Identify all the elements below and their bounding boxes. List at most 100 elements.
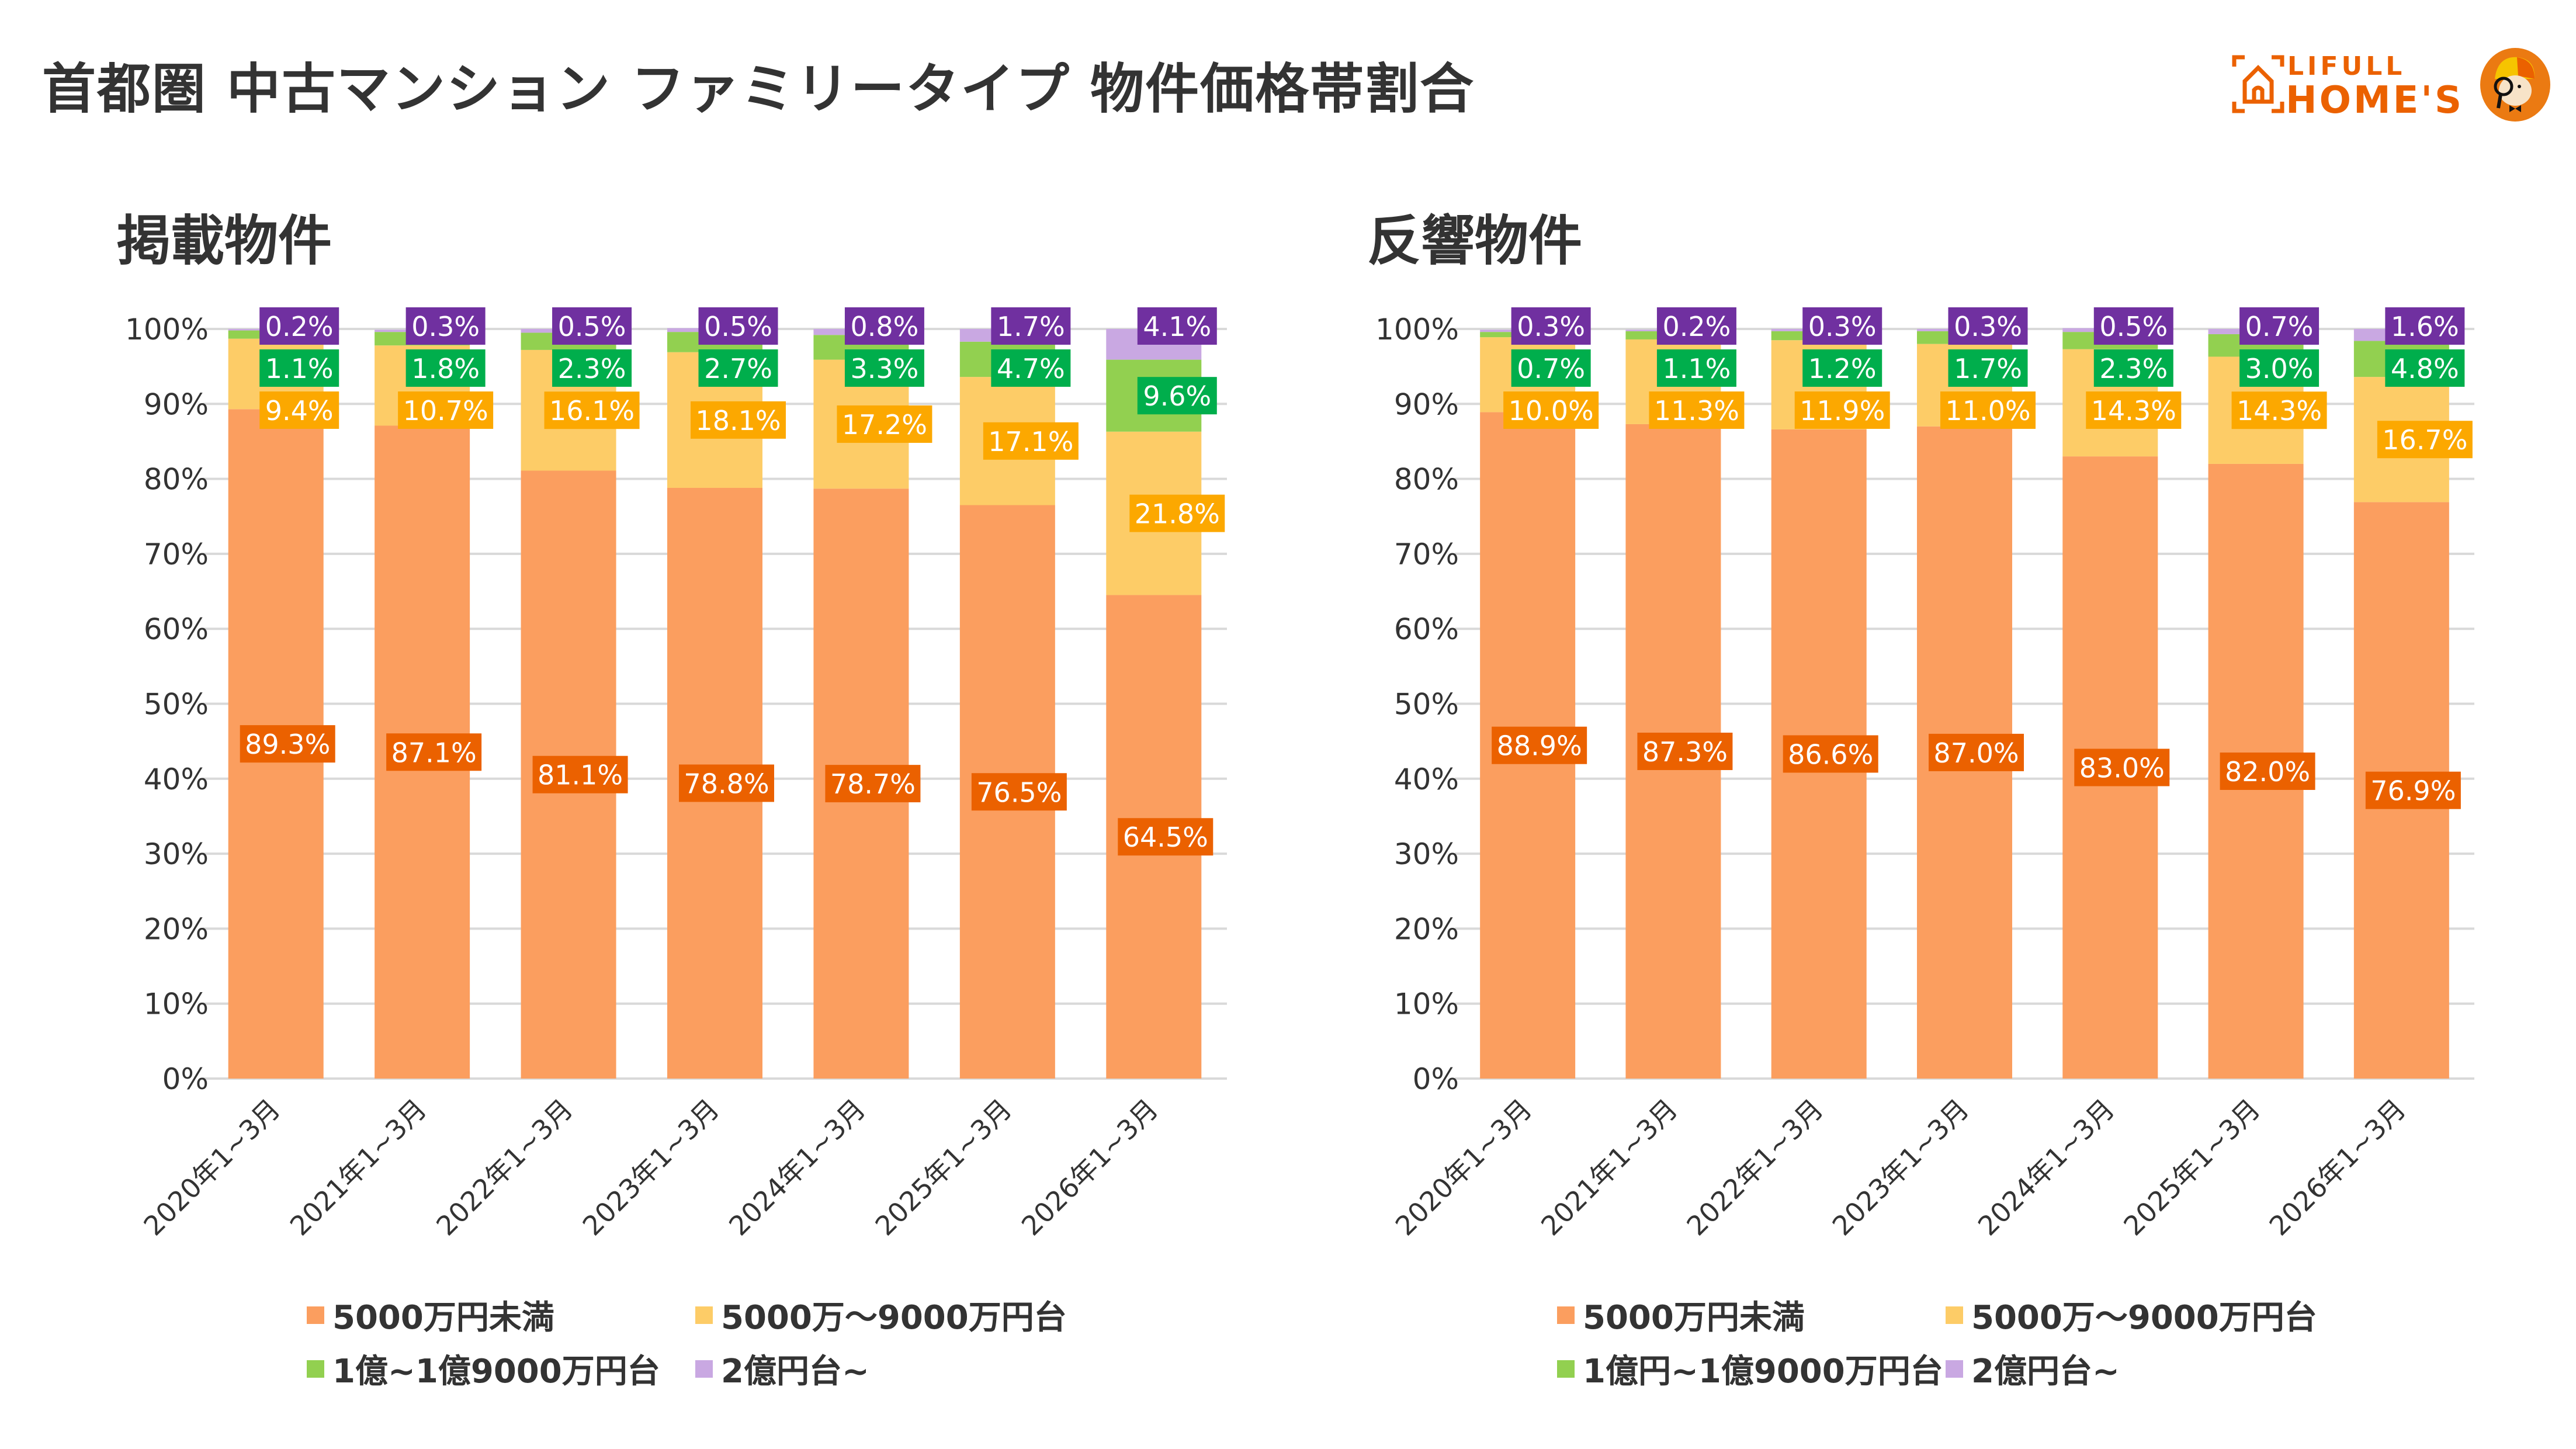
x-tick-label: 2021年1~3月 <box>1535 1093 1684 1242</box>
data-label-box <box>2385 307 2465 345</box>
data-label-box <box>259 391 339 429</box>
data-label: 0.3% <box>1808 311 1877 342</box>
data-label-box <box>398 391 494 429</box>
data-label-box <box>1503 391 1599 429</box>
data-label: 0.3% <box>411 311 480 342</box>
data-label: 1.7% <box>1954 353 2022 384</box>
y-tick-label: 80% <box>1394 463 1459 497</box>
y-tick-label: 0% <box>162 1062 209 1096</box>
y-tick-label: 30% <box>144 837 209 871</box>
data-label: 16.1% <box>549 395 635 427</box>
legend-label: 5000万～9000万円台 <box>1971 1299 2317 1337</box>
data-label-box <box>386 733 482 771</box>
data-label: 1.1% <box>265 353 334 384</box>
data-label-box <box>1137 307 1217 345</box>
data-label-box <box>1137 377 1217 415</box>
y-tick-label: 70% <box>144 538 209 571</box>
data-label-box <box>1783 735 1878 773</box>
data-label: 82.0% <box>2225 756 2310 788</box>
data-label-box <box>679 764 774 802</box>
data-label-box <box>532 755 628 793</box>
legend-item-5000-9000: 5000万～9000万円台 <box>1946 1291 2317 1339</box>
legend-item-5000-9000: 5000万～9000万円台 <box>695 1291 1067 1339</box>
data-label-box <box>1794 391 1890 429</box>
legend-swatch <box>307 1360 324 1378</box>
data-label: 14.3% <box>2091 395 2176 427</box>
data-label-box <box>1656 349 1736 387</box>
data-label: 4.7% <box>997 353 1065 384</box>
data-label: 0.2% <box>265 311 334 342</box>
data-label-box <box>844 307 924 345</box>
legend-label: 2億円台~ <box>1971 1353 2120 1391</box>
data-label: 2.3% <box>2099 353 2168 384</box>
legend-label: 1億円~1億9000万円台 <box>1583 1353 1943 1391</box>
data-label: 11.3% <box>1654 395 1739 427</box>
data-label: 3.3% <box>850 353 918 384</box>
data-label: 0.8% <box>850 311 918 342</box>
data-label-box <box>259 349 339 387</box>
y-tick-label: 60% <box>144 612 209 646</box>
y-tick-label: 70% <box>1394 538 1459 571</box>
y-tick-label: 90% <box>1394 387 1459 421</box>
data-label-box <box>983 422 1079 460</box>
data-label-box <box>2385 349 2465 387</box>
data-label-box <box>837 405 932 443</box>
data-label: 0.3% <box>1517 311 1585 342</box>
data-label: 76.9% <box>2370 775 2456 807</box>
data-label-box <box>2365 771 2461 809</box>
data-label: 17.1% <box>988 426 1073 457</box>
data-label-box <box>552 307 632 345</box>
data-label-box <box>1637 732 1733 770</box>
y-tick-label: 100% <box>1375 313 1459 346</box>
logo-text-homes: HOME'S <box>2286 79 2464 122</box>
data-label-box <box>2239 349 2320 387</box>
legend-swatch <box>1557 1360 1575 1378</box>
data-label: 78.8% <box>684 768 769 799</box>
x-tick-label: 2026年1~3月 <box>2263 1093 2412 1242</box>
data-label: 87.3% <box>1642 736 1728 768</box>
data-label: 0.3% <box>1954 311 2022 342</box>
data-label-box <box>991 307 1071 345</box>
legend-item-1oku: 1億~1億9000万円台 <box>307 1345 660 1392</box>
y-tick-label: 90% <box>144 387 209 421</box>
data-label: 1.1% <box>1662 353 1731 384</box>
data-label: 0.5% <box>558 311 626 342</box>
data-label-box <box>991 349 1071 387</box>
data-label: 10.0% <box>1509 395 1594 427</box>
data-label: 76.5% <box>976 777 1062 808</box>
data-label: 86.6% <box>1788 739 1873 770</box>
data-label: 0.7% <box>2245 311 2314 342</box>
y-tick-label: 100% <box>125 313 209 346</box>
data-label: 1.8% <box>411 353 480 384</box>
data-label-box <box>844 349 924 387</box>
legend-item-2oku: 2億円台~ <box>1946 1345 2120 1392</box>
logo-text-lifull: LIFULL <box>2287 51 2406 81</box>
y-tick-label: 60% <box>1394 612 1459 646</box>
data-label: 1.6% <box>2391 311 2459 342</box>
legend-label: 5000万円未満 <box>332 1299 554 1337</box>
data-label-box <box>1129 494 1225 532</box>
house-frame-icon <box>2232 55 2284 113</box>
data-label: 21.8% <box>1135 498 1220 530</box>
data-label-box <box>1940 391 2036 429</box>
data-label-box <box>1492 726 1587 764</box>
data-label: 0.2% <box>1662 311 1731 342</box>
data-label: 83.0% <box>2079 753 2165 784</box>
legend-swatch <box>695 1306 713 1324</box>
data-label: 1.7% <box>997 311 1065 342</box>
y-tick-label: 0% <box>1413 1062 1459 1096</box>
x-tick-label: 2023年1~3月 <box>1826 1093 1975 1242</box>
legend-swatch <box>1557 1306 1575 1324</box>
y-tick-label: 30% <box>1394 837 1459 871</box>
data-label-box <box>825 765 921 803</box>
lifull-homes-logo: LIFULL HOME'S <box>2232 47 2559 134</box>
data-label: 87.0% <box>1933 737 2019 769</box>
legend-swatch <box>1946 1306 1963 1324</box>
data-label-box <box>1511 349 1591 387</box>
legend-swatch <box>695 1360 713 1378</box>
data-label: 81.1% <box>538 760 623 791</box>
data-label-box <box>691 401 786 439</box>
data-label-box <box>1118 818 1214 856</box>
data-label: 11.0% <box>1945 395 2030 427</box>
legend-swatch <box>307 1306 324 1324</box>
